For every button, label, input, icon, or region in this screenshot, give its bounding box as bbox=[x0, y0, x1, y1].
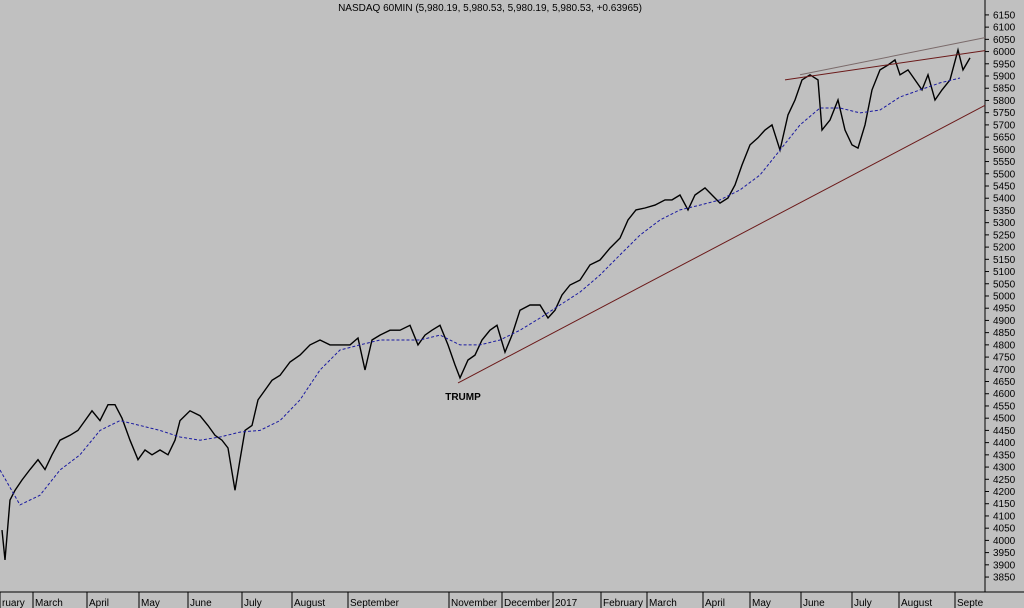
x-tick-label: June bbox=[190, 598, 212, 608]
x-tick-label: April bbox=[705, 598, 725, 608]
y-tick-label: 4600 bbox=[993, 389, 1016, 400]
y-tick-label: 5850 bbox=[993, 84, 1016, 95]
y-tick-label: 5650 bbox=[993, 133, 1016, 144]
trendline bbox=[799, 37, 986, 76]
y-tick-label: 6150 bbox=[993, 10, 1016, 21]
y-tick-label: 4100 bbox=[993, 511, 1016, 522]
x-tick-label: June bbox=[803, 598, 825, 608]
y-tick-label: 5050 bbox=[993, 279, 1016, 290]
x-tick-label: February bbox=[603, 598, 643, 608]
price-line bbox=[0, 77, 961, 506]
y-tick-label: 4050 bbox=[993, 524, 1016, 535]
price-line bbox=[1, 47, 971, 560]
y-tick-label: 4650 bbox=[993, 377, 1016, 388]
x-tick-label: March bbox=[35, 598, 63, 608]
x-tick-label: April bbox=[89, 598, 109, 608]
y-tick-label: 5600 bbox=[993, 145, 1016, 156]
y-tick-label: 3850 bbox=[993, 573, 1016, 584]
y-tick-label: 4200 bbox=[993, 487, 1016, 498]
y-tick-label: 4250 bbox=[993, 475, 1016, 486]
y-tick-label: 5950 bbox=[993, 59, 1016, 70]
y-tick-label: 5800 bbox=[993, 96, 1016, 107]
y-tick-label: 5550 bbox=[993, 157, 1016, 168]
x-tick-label: September bbox=[350, 598, 400, 608]
x-tick-label: March bbox=[649, 598, 677, 608]
x-tick-label: July bbox=[854, 598, 872, 608]
y-tick-label: 4900 bbox=[993, 316, 1016, 327]
y-tick-label: 5150 bbox=[993, 255, 1016, 266]
x-tick-label: May bbox=[752, 598, 771, 608]
y-tick-label: 5900 bbox=[993, 72, 1016, 83]
trendline bbox=[784, 50, 986, 81]
y-tick-label: 4950 bbox=[993, 304, 1016, 315]
y-tick-label: 5750 bbox=[993, 108, 1016, 119]
y-tick-label: 4500 bbox=[993, 414, 1016, 425]
y-tick-label: 5350 bbox=[993, 206, 1016, 217]
y-tick-label: 6000 bbox=[993, 47, 1016, 58]
x-tick-label: Septe bbox=[957, 598, 984, 608]
y-tick-label: 3900 bbox=[993, 560, 1016, 571]
y-tick-label: 5300 bbox=[993, 218, 1016, 229]
y-tick-label: 5200 bbox=[993, 243, 1016, 254]
y-tick-label: 6050 bbox=[993, 35, 1016, 46]
y-tick-label: 4550 bbox=[993, 401, 1016, 412]
x-tick-label: December bbox=[504, 598, 551, 608]
y-tick-label: 4700 bbox=[993, 365, 1016, 376]
y-tick-label: 6100 bbox=[993, 23, 1016, 34]
y-tick-label: 5000 bbox=[993, 291, 1016, 302]
trendline bbox=[457, 104, 986, 384]
chart-title: NASDAQ 60MIN (5,980.19, 5,980.53, 5,980.… bbox=[338, 3, 642, 14]
y-tick-label: 4300 bbox=[993, 463, 1016, 474]
y-tick-label: 5500 bbox=[993, 169, 1016, 180]
annotation: TRUMP bbox=[445, 392, 481, 403]
y-tick-label: 4000 bbox=[993, 536, 1016, 547]
y-tick-label: 4400 bbox=[993, 438, 1016, 449]
y-tick-label: 4750 bbox=[993, 353, 1016, 364]
x-tick-label: July bbox=[244, 598, 262, 608]
x-tick-label: 2017 bbox=[555, 598, 578, 608]
y-tick-label: 3950 bbox=[993, 548, 1016, 559]
y-tick-label: 4150 bbox=[993, 499, 1016, 510]
y-tick-label: 5250 bbox=[993, 230, 1016, 241]
y-tick-label: 5450 bbox=[993, 181, 1016, 192]
x-tick-label: May bbox=[141, 598, 160, 608]
x-tick-label: August bbox=[901, 598, 932, 608]
y-tick-label: 4450 bbox=[993, 426, 1016, 437]
y-tick-label: 5100 bbox=[993, 267, 1016, 278]
x-tick-label: November bbox=[451, 598, 498, 608]
y-tick-label: 4850 bbox=[993, 328, 1016, 339]
x-tick-label: August bbox=[294, 598, 325, 608]
y-tick-label: 4350 bbox=[993, 450, 1016, 461]
y-tick-label: 4800 bbox=[993, 340, 1016, 351]
x-tick-label: ruary bbox=[2, 598, 25, 608]
y-tick-label: 5700 bbox=[993, 120, 1016, 131]
y-tick-label: 5400 bbox=[993, 194, 1016, 205]
